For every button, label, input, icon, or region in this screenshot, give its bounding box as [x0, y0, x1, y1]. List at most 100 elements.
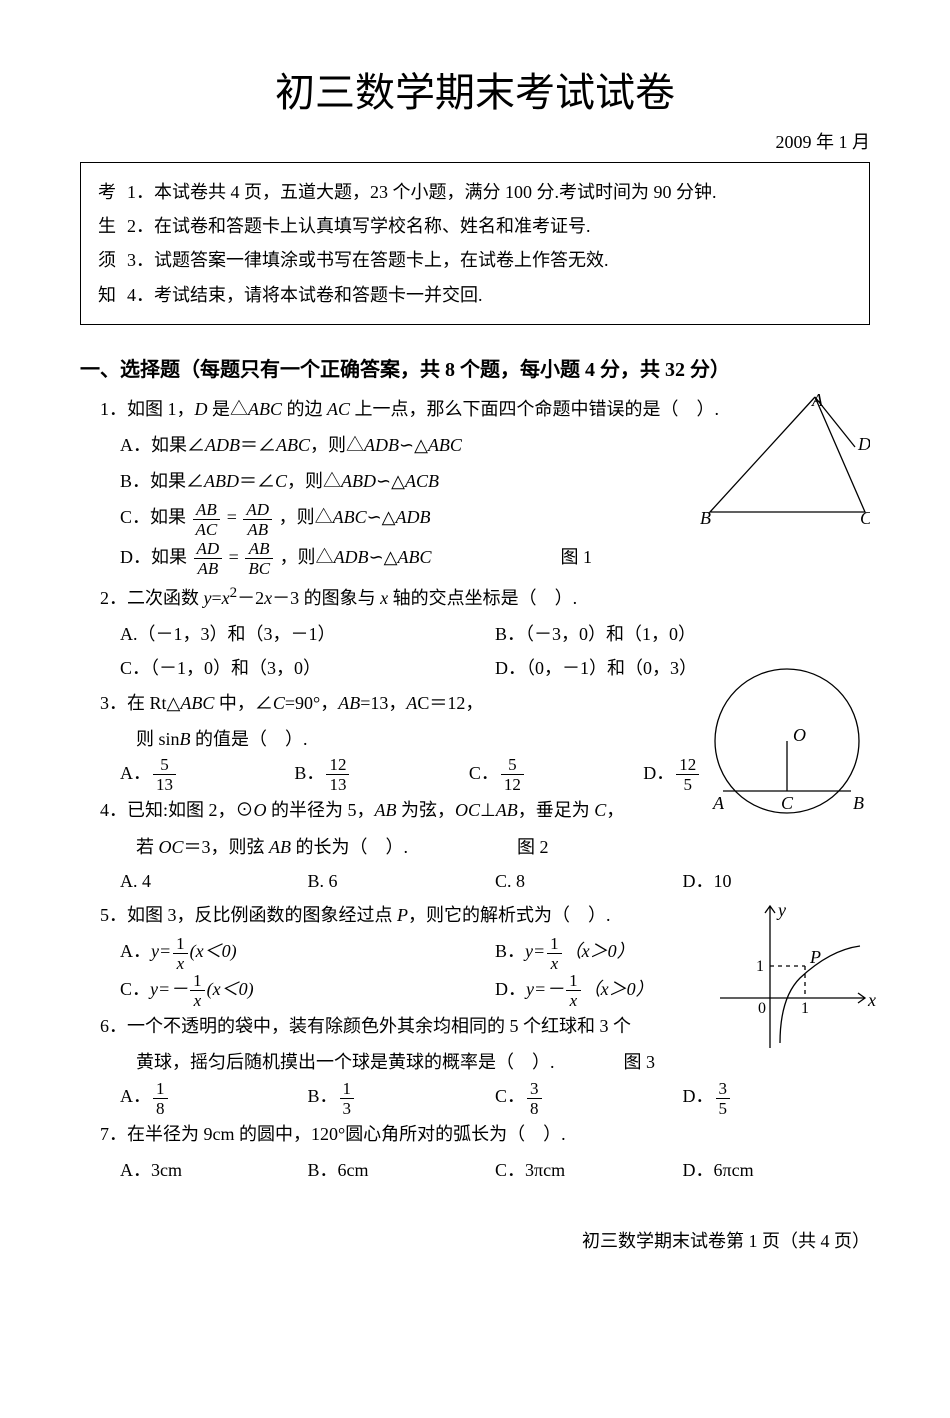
- fig3-axis-y: y: [776, 900, 786, 920]
- q4-stem: 4．已知:如图 2，⊙: [100, 800, 254, 820]
- q5-opt-D: D．: [495, 979, 526, 999]
- fig3-tick-y1: 1: [756, 958, 764, 975]
- q1-opt-C: C．如果: [120, 507, 186, 527]
- frac-den: 8: [153, 1098, 168, 1117]
- q5-opt-C: C．: [120, 979, 150, 999]
- notice-side-char: 生: [95, 209, 119, 243]
- q4-stem: ，: [606, 800, 624, 820]
- q4-stem: ⊥: [480, 800, 496, 820]
- fig1-label-B: B: [700, 508, 711, 528]
- frac-num: 5: [153, 756, 176, 774]
- eq: y=: [525, 941, 545, 961]
- q3-stem: =90°，: [285, 693, 338, 713]
- question-6: 6．一个不透明的袋中，装有除颜色外其余均相同的 5 个红球和 3 个 黄球，摇匀…: [100, 1009, 870, 1117]
- q4-opt-A: A. 4: [120, 864, 308, 898]
- q3-stem: 中，∠: [214, 693, 273, 713]
- frac-den: 5: [676, 774, 699, 793]
- q1-stem: 是△: [208, 399, 249, 419]
- q7-opt-A: A．3cm: [120, 1153, 308, 1187]
- q2-opt-B: B．（－3，0）和（1，0）: [495, 617, 870, 651]
- fig3-label-P: P: [809, 947, 821, 967]
- notice-item: 3．试题答案一律填涂或书写在答题卡上，在试卷上作答无效.: [127, 243, 855, 277]
- q2-stem: 轴的交点坐标是（ ）.: [388, 588, 577, 608]
- fig1-label-C: C: [860, 508, 870, 528]
- q1-opt-D: ∽△: [369, 547, 398, 567]
- q3-line2: 则 sin: [100, 729, 180, 749]
- q2-opt-C: C．（－1，0）和（3，0）: [120, 651, 495, 685]
- q6-stem: 6．一个不透明的袋中，装有除颜色外其余均相同的 5 个红球和 3 个: [100, 1009, 870, 1043]
- q1-stem: 上一点，那么下面四个命题中错误的是（ ）.: [350, 399, 719, 419]
- figure-2-label: 图 2: [517, 830, 549, 864]
- q3-opt-C: C．: [469, 763, 499, 783]
- figure-1-label: 图 1: [561, 540, 593, 574]
- frac-den: 13: [153, 774, 176, 793]
- triangle-diagram-icon: A B C D: [700, 392, 870, 532]
- q4-stem: ，垂足为: [518, 800, 595, 820]
- cond: (x＜0): [190, 941, 237, 961]
- question-1: A B C D 1．如图 1，D 是△ABC 的边 AC 上一点，那么下面四个命…: [100, 392, 870, 577]
- figure-3-label: 图 3: [624, 1045, 656, 1079]
- q5-stem: ，则它的解析式为（ ）.: [408, 905, 611, 925]
- notice-side-char: 考: [95, 175, 119, 209]
- q3-opt-A: A．: [120, 763, 151, 783]
- q5-stem: 5．如图 3，反比例函数的图象经过点: [100, 905, 397, 925]
- q1-opt-B: ＝∠: [239, 471, 275, 491]
- q1-opt-D: D．如果: [120, 547, 187, 567]
- q3-opt-D: D．: [643, 763, 674, 783]
- question-3: O A C B 3．在 Rt△ABC 中，∠C=90°，AB=13，AC＝12，…: [100, 686, 870, 794]
- q4-opt-B: B. 6: [308, 864, 496, 898]
- fig1-label-D: D: [857, 434, 870, 454]
- page-footer: 初三数学期末试卷第 1 页（共 4 页）: [80, 1227, 870, 1253]
- frac-den: 5: [716, 1098, 731, 1117]
- frac-den: 8: [527, 1098, 542, 1117]
- q5-opt-B: B．: [495, 941, 525, 961]
- page-title: 初三数学期末考试试卷: [80, 60, 870, 118]
- q4-opt-C: C. 8: [495, 864, 683, 898]
- frac-num: 3: [527, 1080, 542, 1098]
- frac-den: 12: [501, 774, 524, 793]
- q2-opt-A: A.（－1，3）和（3，－1）: [120, 617, 495, 651]
- fig1-label-A: A: [811, 392, 824, 410]
- q3-stem: =13，: [360, 693, 406, 713]
- q3-stem: 3．在 Rt△: [100, 693, 180, 713]
- notice-item: 2．在试卷和答题卡上认真填写学校名称、姓名和准考证号.: [127, 209, 855, 243]
- q4-line2: 若: [100, 837, 159, 857]
- frac-num: 5: [501, 756, 524, 774]
- q7-opt-C: C．3πcm: [495, 1153, 683, 1187]
- q1-opt-B: ∽△: [376, 471, 405, 491]
- cond: (x＜0): [207, 979, 254, 999]
- figure-1: A B C D: [700, 392, 870, 532]
- q6-opt-A: A．: [120, 1086, 151, 1106]
- question-4: 4．已知:如图 2，⊙O 的半径为 5，AB 为弦，OC⊥AB，垂足为 C， 若…: [100, 793, 870, 898]
- fig3-axis-x: x: [867, 990, 876, 1010]
- q1-stem: 1．如图 1，: [100, 399, 195, 419]
- q1-opt-B: B．如果∠: [120, 471, 204, 491]
- notice-item: 4．考试结束，请将本试卷和答题卡一并交回.: [127, 278, 855, 312]
- q7-stem: 7．在半径为 9cm 的圆中，120°圆心角所对的弧长为（ ）.: [100, 1117, 870, 1151]
- q2-stem: －3 的图象与: [272, 588, 380, 608]
- frac-num: 12: [676, 756, 699, 774]
- q7-opt-B: B．6cm: [308, 1153, 496, 1187]
- q4-line2: ＝3，则弦: [184, 837, 270, 857]
- q6-opt-B: B．: [308, 1086, 338, 1106]
- notice-box: 考 生 须 知 1．本试卷共 4 页，五道大题，23 个小题，满分 100 分.…: [80, 162, 870, 325]
- q1-opt-B: ，则△: [287, 471, 341, 491]
- eq: y=－: [526, 979, 564, 999]
- frac-den: 13: [326, 774, 349, 793]
- eq: y=: [151, 941, 171, 961]
- q5-opt-A: A．: [120, 941, 151, 961]
- q1-opt-A: ∽△: [399, 435, 428, 455]
- q1-opt-C: ，则△: [279, 507, 333, 527]
- cond: （x＞0）: [564, 941, 635, 961]
- question-7: 7．在半径为 9cm 的圆中，120°圆心角所对的弧长为（ ）. A．3cm B…: [100, 1117, 870, 1187]
- q1-opt-C: ∽△: [367, 507, 396, 527]
- notice-side-char: 知: [95, 278, 119, 312]
- fig2-label-O: O: [793, 725, 806, 745]
- notice-side-label: 考 生 须 知: [95, 175, 119, 312]
- q1-stem: 的边: [282, 399, 327, 419]
- q3-opt-B: B．: [294, 763, 324, 783]
- q6-opt-C: C．: [495, 1086, 525, 1106]
- exam-date: 2009 年 1 月: [80, 128, 870, 154]
- notice-item: 1．本试卷共 4 页，五道大题，23 个小题，满分 100 分.考试时间为 90…: [127, 175, 855, 209]
- eq: y=－: [150, 979, 188, 999]
